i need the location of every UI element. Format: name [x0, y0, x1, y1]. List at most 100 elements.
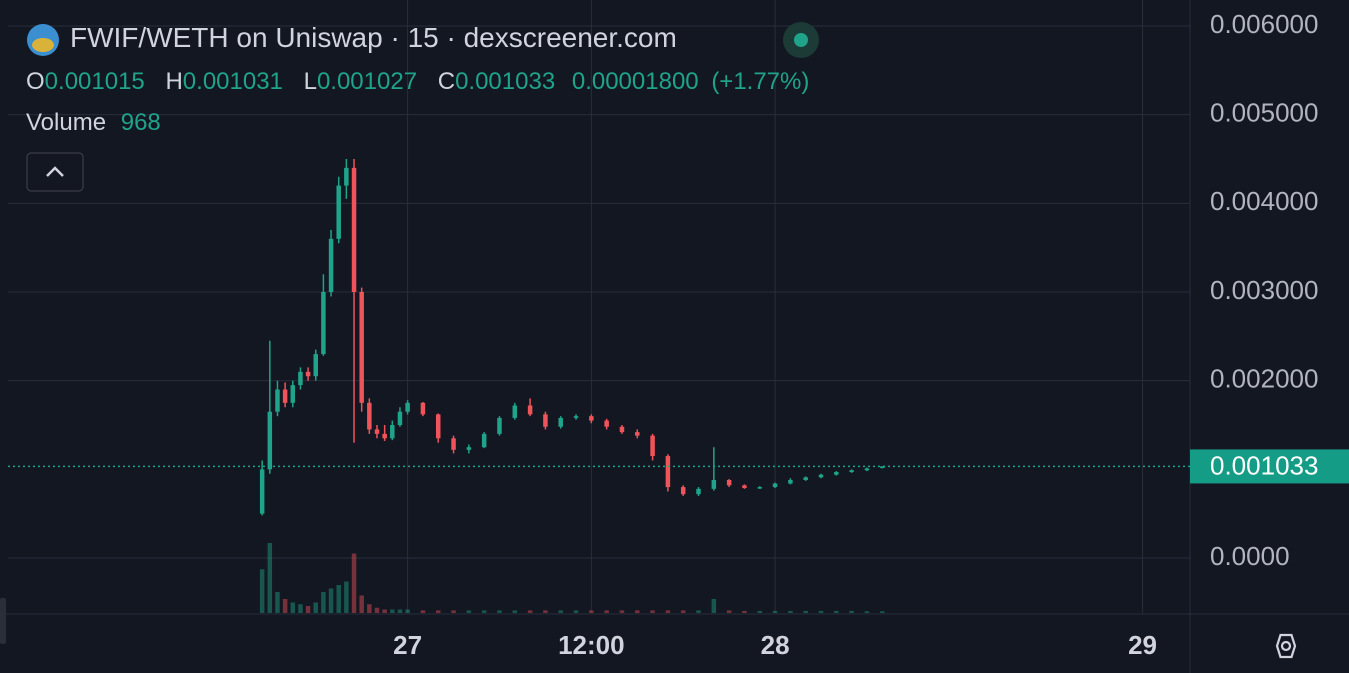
volume-bar	[382, 609, 387, 613]
candle-body	[344, 167, 349, 186]
candles	[259, 158, 885, 516]
volume-bar	[435, 610, 441, 613]
candle-body	[742, 485, 747, 488]
volume-bar	[589, 610, 594, 613]
candle-body	[359, 292, 364, 403]
candle-body	[420, 402, 426, 415]
volume-bar	[573, 610, 579, 613]
volume-bar	[527, 610, 533, 613]
candle-body	[864, 468, 870, 471]
candle-body	[313, 354, 318, 377]
volume-bars	[259, 543, 885, 613]
volume-bar	[711, 599, 717, 613]
volume-bar	[512, 610, 518, 613]
candle-body	[818, 474, 824, 478]
candle-body	[328, 238, 334, 293]
candle-body	[788, 479, 793, 484]
last-price-badge	[1190, 449, 1349, 484]
candle-body	[267, 411, 273, 470]
volume-bar	[604, 610, 609, 613]
candle-body	[512, 405, 518, 418]
volume-bar	[726, 610, 732, 613]
volume-bar	[497, 610, 502, 613]
candle-body	[589, 416, 594, 421]
volume-bar	[558, 610, 563, 613]
volume-bar	[390, 609, 395, 613]
volume-bar	[818, 610, 824, 613]
settings-icon-center	[1280, 640, 1292, 652]
high-value: 0.001031	[182, 68, 283, 95]
volume-bar	[849, 610, 854, 613]
volume-bar	[481, 610, 487, 613]
y-tick-label: 0.003000	[1210, 275, 1318, 305]
candle-body	[834, 472, 839, 475]
volume-bar	[321, 592, 326, 613]
last-price-label: 0.001033	[1210, 450, 1318, 480]
candle-body	[481, 433, 487, 448]
close-value: 0.001033	[455, 68, 556, 95]
volume-bar	[367, 604, 372, 613]
candle-body	[665, 456, 671, 488]
candle-body	[726, 479, 732, 486]
candle-body	[803, 477, 808, 480]
y-tick-label: 0.006000	[1210, 9, 1318, 39]
candle-body	[321, 292, 326, 355]
low-value: 0.001027	[316, 68, 418, 95]
candle-body	[650, 435, 655, 457]
grid	[8, 0, 1190, 613]
low-label: L	[303, 68, 317, 95]
volume-bar	[772, 610, 778, 613]
volume-bar	[864, 611, 870, 613]
candle-body	[619, 426, 625, 433]
volume-bar	[336, 585, 341, 613]
candle-body	[604, 420, 609, 427]
candle-body	[298, 371, 303, 386]
volume-bar	[328, 588, 334, 613]
change-percent: (+1.77%)	[711, 68, 810, 95]
volume-bar	[543, 610, 548, 613]
volume-bar	[344, 581, 349, 613]
candle-body	[558, 417, 563, 427]
candle-body	[290, 385, 296, 403]
x-tick-label: 12:00	[558, 630, 625, 660]
candle-body	[390, 425, 395, 439]
volume-bar	[298, 604, 303, 613]
volume-bar	[650, 610, 655, 613]
candle-body	[305, 371, 311, 377]
settings-button[interactable]	[1275, 633, 1297, 659]
collapse-button[interactable]	[26, 152, 84, 192]
volume-bar	[313, 602, 318, 613]
y-tick-label: 0.002000	[1210, 364, 1318, 394]
candle-body	[374, 429, 380, 434]
volume-bar	[757, 610, 763, 613]
candle-body	[527, 405, 533, 415]
candle-body	[259, 469, 265, 514]
axes: 0.0000 0.002000 0.003000 0.004000 0.005000 0.…	[8, 9, 1349, 660]
volume-bar	[834, 610, 839, 613]
volume-bar	[803, 610, 808, 613]
candle-body	[543, 414, 548, 427]
candle-body	[497, 417, 502, 434]
x-tick-label: 29	[1128, 630, 1157, 660]
volume-bar	[374, 607, 380, 613]
volume-bar	[351, 553, 357, 613]
volume-bar	[359, 595, 364, 613]
volume-bar	[635, 610, 640, 613]
volume-bar	[305, 606, 311, 613]
candle-body	[880, 466, 885, 469]
volume-bar	[451, 610, 456, 613]
ohlc-legend: O0.001015 H0.001031 L0.001027 C0.001033 …	[26, 68, 809, 96]
volume-value: 968	[120, 109, 161, 136]
close-label: C	[437, 68, 456, 95]
candle-body	[680, 487, 686, 495]
candle-body	[757, 487, 763, 489]
candle-body	[696, 488, 701, 495]
volume-bar	[259, 569, 265, 613]
candle-body	[772, 483, 778, 488]
volume-bar	[696, 610, 701, 613]
y-tick-label: 0.0000	[1210, 541, 1290, 571]
y-tick-label: 0.004000	[1210, 186, 1318, 216]
x-tick-label: 27	[393, 630, 422, 660]
